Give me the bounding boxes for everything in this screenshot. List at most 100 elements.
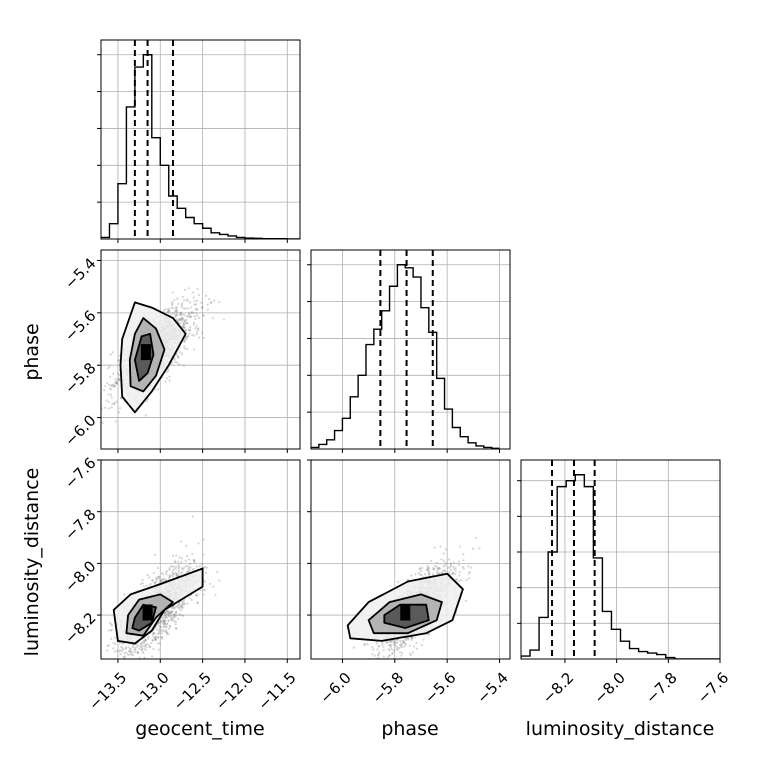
scatter-point — [407, 637, 410, 640]
scatter-point — [202, 314, 205, 317]
scatter-point — [399, 639, 402, 643]
scatter-point — [175, 627, 178, 630]
scatter-point — [168, 567, 171, 570]
scatter-point — [382, 662, 384, 664]
scatter-point — [214, 593, 217, 597]
scatter-point — [398, 651, 402, 654]
scatter-point — [462, 553, 465, 556]
scatter-point — [152, 632, 155, 635]
y-tick-label: −8.2 — [61, 609, 99, 647]
scatter-point — [127, 646, 130, 649]
scatter-point — [84, 407, 86, 409]
scatter-point — [121, 646, 124, 650]
panel-frame — [100, 39, 301, 240]
scatter-point — [136, 650, 139, 653]
scatter-point — [352, 646, 355, 649]
scatter-point — [363, 642, 366, 646]
scatter-point — [377, 651, 381, 654]
scatter-point — [180, 540, 183, 543]
scatter-point — [410, 638, 413, 641]
scatter-point — [447, 566, 450, 569]
scatter-point — [158, 630, 161, 633]
scatter-point — [154, 577, 158, 580]
y-tick-label: −5.4 — [61, 254, 99, 292]
scatter-point — [109, 388, 112, 391]
scatter-point — [110, 637, 113, 640]
scatter-point — [172, 616, 175, 619]
scatter-point — [170, 610, 174, 614]
panel-phase — [307, 249, 511, 453]
scatter-point — [103, 406, 107, 409]
scatter-point — [131, 664, 133, 666]
scatter-point — [179, 604, 182, 607]
scatter-point — [391, 652, 394, 655]
scatter-point — [142, 639, 145, 642]
scatter-point — [393, 640, 396, 643]
scatter-point — [185, 318, 188, 321]
scatter-point — [413, 636, 416, 639]
scatter-point — [162, 620, 165, 623]
scatter-point — [381, 641, 384, 644]
scatter-point — [401, 640, 404, 643]
scatter-point — [130, 653, 133, 656]
scatter-point — [153, 632, 156, 635]
scatter-point — [452, 565, 455, 568]
scatter-point — [140, 642, 143, 645]
scatter-point — [182, 323, 185, 326]
scatter-point — [161, 637, 164, 640]
scatter-point — [147, 643, 150, 646]
scatter-point — [181, 614, 184, 617]
scatter-point — [396, 641, 399, 644]
scatter-point — [171, 572, 174, 575]
scatter-point — [109, 622, 112, 625]
scatter-point — [371, 646, 374, 649]
scatter-point — [119, 648, 122, 652]
scatter-point — [128, 650, 131, 653]
density-peak — [400, 604, 411, 621]
scatter-point — [371, 653, 374, 656]
scatter-point — [419, 567, 422, 570]
scatter-point — [222, 318, 226, 321]
scatter-point — [442, 552, 446, 555]
scatter-point — [386, 641, 389, 644]
scatter-point — [133, 646, 136, 650]
scatter-point — [435, 565, 438, 568]
scatter-point — [163, 623, 166, 626]
scatter-point — [170, 618, 173, 621]
scatter-point — [187, 287, 190, 290]
scatter-point — [125, 652, 128, 655]
scatter-point — [181, 316, 184, 320]
scatter-point — [198, 336, 201, 339]
scatter-point — [170, 615, 173, 619]
scatter-point — [185, 564, 188, 568]
scatter-point — [183, 340, 186, 343]
scatter-point — [381, 643, 384, 646]
scatter-point — [193, 300, 196, 303]
scatter-point — [165, 579, 168, 582]
scatter-point — [118, 650, 121, 653]
scatter-point — [179, 322, 182, 325]
scatter-point — [443, 569, 446, 572]
scatter-point — [184, 321, 188, 324]
scatter-point — [192, 559, 196, 562]
scatter-point — [185, 321, 188, 325]
scatter-point — [170, 361, 174, 364]
scatter-point — [114, 420, 118, 423]
scatter-point — [400, 654, 403, 657]
scatter-point — [191, 333, 194, 337]
scatter-point — [174, 620, 177, 624]
scatter-point — [164, 615, 168, 618]
scatter-point — [467, 565, 470, 568]
scatter-point — [183, 603, 186, 606]
scatter-point — [151, 639, 154, 642]
scatter-point — [394, 644, 397, 647]
scatter-point — [178, 602, 181, 605]
scatter-point — [201, 306, 204, 309]
scatter-point — [182, 326, 185, 329]
panel-frame — [310, 459, 511, 660]
scatter-point — [465, 578, 468, 582]
scatter-point — [183, 319, 186, 322]
scatter-point — [144, 648, 147, 652]
scatter-point — [449, 562, 452, 565]
scatter-point — [158, 621, 161, 624]
